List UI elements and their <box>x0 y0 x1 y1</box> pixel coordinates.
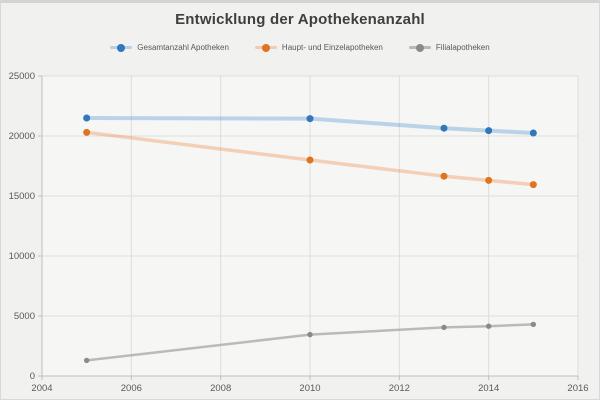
data-point-marker <box>530 321 537 328</box>
y-tick-label: 0 <box>30 371 35 382</box>
data-point-marker <box>485 127 493 135</box>
x-tick-label: 2012 <box>389 383 410 394</box>
legend-label: Filialapotheken <box>435 43 490 52</box>
legend-marker-icon <box>110 43 133 52</box>
data-point-marker <box>83 114 91 122</box>
legend-label: Gesamtanzahl Apotheken <box>137 43 229 52</box>
x-tick-label: 2008 <box>210 383 231 394</box>
legend: Gesamtanzahl Apotheken Haupt- und Einzela… <box>1 43 599 52</box>
legend-item: Gesamtanzahl Apotheken <box>110 43 229 52</box>
x-tick-label: 2014 <box>478 383 499 394</box>
y-tick-label: 15000 <box>9 191 35 202</box>
legend-dot <box>415 43 424 52</box>
legend-item: Haupt- und Einzelapotheken <box>254 43 383 52</box>
x-tick-label: 2006 <box>121 383 142 394</box>
x-tick-label: 2016 <box>567 383 588 394</box>
data-point-marker <box>307 331 313 338</box>
legend-dot <box>261 43 270 52</box>
x-tick-label: 2004 <box>31 383 52 394</box>
legend-label: Haupt- und Einzelapotheken <box>281 43 383 52</box>
data-point-marker <box>440 172 448 180</box>
data-point-marker <box>83 357 90 364</box>
data-point-marker <box>83 128 91 136</box>
data-point-marker <box>440 124 448 132</box>
data-point-marker <box>485 323 492 329</box>
legend-item: Filialapotheken <box>408 43 490 52</box>
y-tick-label: 25000 <box>9 71 35 82</box>
data-point-marker <box>306 156 314 164</box>
y-tick-label: 20000 <box>9 131 35 142</box>
legend-dot <box>117 43 126 52</box>
data-point-marker <box>306 115 314 123</box>
data-point-marker <box>529 181 537 189</box>
chart-title: Entwicklung der Apothekenanzahl <box>175 11 425 28</box>
data-point-marker <box>441 324 447 331</box>
legend-marker-icon <box>254 43 277 52</box>
data-point-marker <box>529 129 537 137</box>
x-tick-label: 2010 <box>299 383 320 394</box>
y-tick-label: 10000 <box>9 251 35 262</box>
y-tick-label: 5000 <box>14 311 35 322</box>
data-point-marker <box>485 176 493 184</box>
line-chart: 2004 2006 2008 2010 2012 2014 2016 0 5000 10000 15… <box>9 71 589 394</box>
legend-marker-icon <box>408 43 431 52</box>
